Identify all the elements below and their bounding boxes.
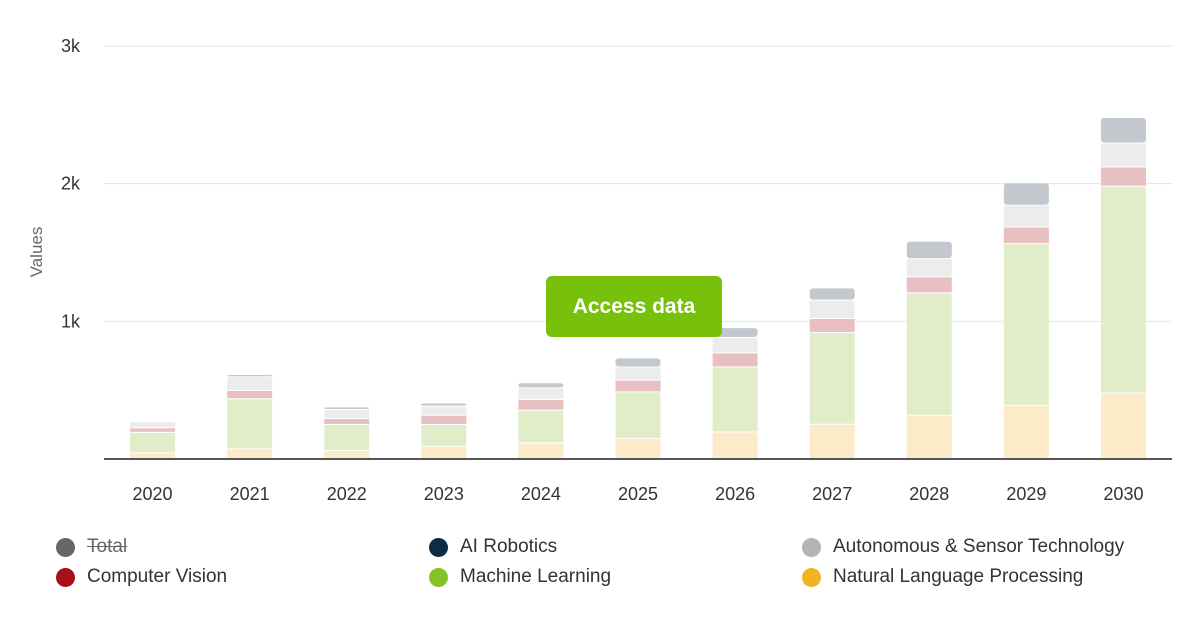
y-tick-label: 1k [61,311,81,331]
legend-label: Machine Learning [460,566,612,587]
bar-natural-language-processing-2021[interactable] [227,449,273,458]
x-tick-label: 2029 [1006,484,1046,504]
legend-marker-icon [429,567,448,587]
x-tick-label: 2020 [133,484,173,504]
bar-ai-robotics-2024[interactable] [518,383,564,388]
bar-ai-robotics-2030[interactable] [1100,117,1146,143]
bar-computer-vision-2028[interactable] [906,277,952,293]
bar-machine-learning-2022[interactable] [324,424,370,451]
bar-autonomous-sensor-technology-2020[interactable] [130,422,176,428]
bar-autonomous-sensor-technology-2023[interactable] [421,406,467,415]
bar-computer-vision-2021[interactable] [227,390,273,399]
bar-natural-language-processing-2020[interactable] [130,453,176,458]
legend-marker-icon [429,537,448,557]
x-tick-label: 2025 [618,484,658,504]
bar-autonomous-sensor-technology-2025[interactable] [615,367,661,380]
bar-computer-vision-2025[interactable] [615,380,661,392]
legend-marker-icon [802,567,821,587]
bar-ai-robotics-2027[interactable] [809,288,855,300]
legend-marker-icon [56,537,75,557]
bar-machine-learning-2027[interactable] [809,333,855,424]
access-data-button[interactable]: Access data [546,276,722,337]
bar-autonomous-sensor-technology-2027[interactable] [809,300,855,318]
x-tick-label: 2021 [230,484,270,504]
bar-ai-robotics-2026[interactable] [712,328,758,337]
legend-item-ai-robotics[interactable]: AI Robotics [429,536,557,558]
bar-machine-learning-2023[interactable] [421,424,467,446]
bar-natural-language-processing-2024[interactable] [518,443,564,458]
legend-label: Computer Vision [87,566,228,587]
x-tick-label: 2030 [1103,484,1143,504]
legend-label: Natural Language Processing [833,566,1084,587]
bar-machine-learning-2021[interactable] [227,399,273,449]
bar-natural-language-processing-2028[interactable] [906,415,952,458]
bar-autonomous-sensor-technology-2024[interactable] [518,388,564,400]
bar-computer-vision-2029[interactable] [1003,227,1049,244]
x-tick-label: 2028 [909,484,949,504]
x-tick-label: 2023 [424,484,464,504]
bar-natural-language-processing-2029[interactable] [1003,405,1049,458]
bar-natural-language-processing-2027[interactable] [809,424,855,458]
bar-autonomous-sensor-technology-2026[interactable] [712,337,758,353]
bar-natural-language-processing-2025[interactable] [615,439,661,458]
bar-autonomous-sensor-technology-2028[interactable] [906,259,952,277]
legend-label: Autonomous & Sensor Technology [833,536,1125,557]
bar-autonomous-sensor-technology-2029[interactable] [1003,205,1049,227]
bar-machine-learning-2028[interactable] [906,293,952,415]
bar-natural-language-processing-2030[interactable] [1100,393,1146,458]
legend-item-autonomous-sensor-technology[interactable]: Autonomous & Sensor Technology [802,536,1124,558]
bar-machine-learning-2029[interactable] [1003,244,1049,405]
x-tick-label: 2022 [327,484,367,504]
bar-machine-learning-2030[interactable] [1100,186,1146,393]
bar-computer-vision-2026[interactable] [712,353,758,367]
bar-computer-vision-2022[interactable] [324,419,370,424]
bar-machine-learning-2026[interactable] [712,367,758,432]
legend-item-natural-language-processing[interactable]: Natural Language Processing [802,566,1083,588]
legend-label: Total [87,536,128,557]
bar-autonomous-sensor-technology-2030[interactable] [1100,143,1146,167]
x-tick-label: 2024 [521,484,561,504]
bar-autonomous-sensor-technology-2021[interactable] [227,377,273,390]
y-tick-label: 2k [61,174,81,194]
bar-computer-vision-2023[interactable] [421,415,467,424]
bar-computer-vision-2024[interactable] [518,400,564,410]
legend-marker-icon [802,537,821,557]
x-tick-label: 2026 [715,484,755,504]
x-tick-label: 2027 [812,484,852,504]
legend-marker-icon [56,567,75,587]
bar-ai-robotics-2029[interactable] [1003,183,1049,205]
bar-autonomous-sensor-technology-2022[interactable] [324,409,370,419]
bar-machine-learning-2020[interactable] [130,432,176,453]
y-axis-label: Values [27,227,46,278]
legend-item-total[interactable]: Total [56,536,127,558]
bar-computer-vision-2020[interactable] [130,428,176,432]
bar-ai-robotics-2028[interactable] [906,241,952,259]
bar-ai-robotics-2025[interactable] [615,358,661,367]
bar-computer-vision-2027[interactable] [809,318,855,333]
bar-natural-language-processing-2022[interactable] [324,451,370,458]
bar-ai-robotics-2022[interactable] [324,407,370,409]
legend-item-machine-learning[interactable]: Machine Learning [429,566,611,588]
bar-machine-learning-2024[interactable] [518,410,564,443]
bar-machine-learning-2025[interactable] [615,392,661,439]
bar-computer-vision-2030[interactable] [1100,167,1146,186]
bar-ai-robotics-2023[interactable] [421,403,467,406]
y-tick-label: 3k [61,36,81,56]
bar-natural-language-processing-2023[interactable] [421,446,467,458]
legend-item-computer-vision[interactable]: Computer Vision [56,566,227,588]
bar-natural-language-processing-2026[interactable] [712,432,758,458]
bar-ai-robotics-2021[interactable] [227,375,273,377]
legend-label: AI Robotics [460,536,558,557]
